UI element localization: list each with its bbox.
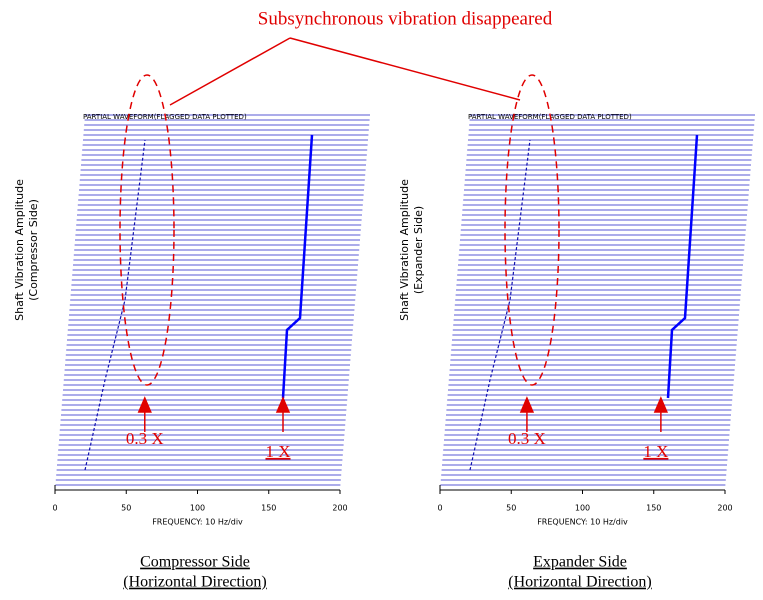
x-tick-label: 0 xyxy=(52,504,57,513)
pointer-line xyxy=(169,37,291,106)
x-tick-label: 150 xyxy=(261,504,276,513)
ridge xyxy=(281,134,314,399)
x-tick-label: 100 xyxy=(190,504,205,513)
x-axis-label: FREQUENCY: 10 Hz/div xyxy=(537,518,628,527)
ridge xyxy=(666,134,699,399)
x-tick-label: 50 xyxy=(506,504,516,513)
x-axis-label: FREQUENCY: 10 Hz/div xyxy=(152,518,243,527)
ridge xyxy=(469,139,531,471)
waterfall-panel: PARTIAL WAVEFORM(FLAGGED DATA PLOTTED)0 5… xyxy=(13,74,370,591)
y-axis-label: Shaft Vibration Amplitude xyxy=(398,179,411,321)
x-tick-label: 150 xyxy=(646,504,661,513)
y-axis-label: Shaft Vibration Amplitude xyxy=(13,179,26,321)
x-tick-label: 50 xyxy=(121,504,131,513)
annotation-label: 0.3 X xyxy=(126,429,164,448)
y-axis-label: (Expander Side) xyxy=(412,206,425,294)
highlight-ellipse xyxy=(504,74,560,386)
annotation-label: 1 X xyxy=(643,442,668,461)
waterfall-panel: PARTIAL WAVEFORM(FLAGGED DATA PLOTTED)0 5… xyxy=(398,74,755,591)
caption: (Horizontal Direction) xyxy=(508,574,652,591)
caption: Compressor Side xyxy=(140,554,250,571)
highlight-ellipse xyxy=(119,74,175,386)
ridge xyxy=(84,139,146,471)
figure-title: Subsynchronous vibration disappeared xyxy=(258,8,553,29)
x-tick-label: 100 xyxy=(575,504,590,513)
caption: Expander Side xyxy=(533,554,627,571)
annotation-arrow xyxy=(275,396,291,432)
y-axis-label: (Compressor Side) xyxy=(27,199,40,301)
annotation-label: 0.3 X xyxy=(508,429,546,448)
annotation-label: 1 X xyxy=(265,442,290,461)
pointer-line xyxy=(289,37,521,101)
caption: (Horizontal Direction) xyxy=(123,574,267,591)
annotation-arrow xyxy=(519,396,535,432)
x-tick-label: 200 xyxy=(717,504,732,513)
annotation-arrow xyxy=(653,396,669,432)
x-tick-label: 200 xyxy=(332,504,347,513)
x-tick-label: 0 xyxy=(437,504,442,513)
annotation-arrow xyxy=(137,396,152,432)
